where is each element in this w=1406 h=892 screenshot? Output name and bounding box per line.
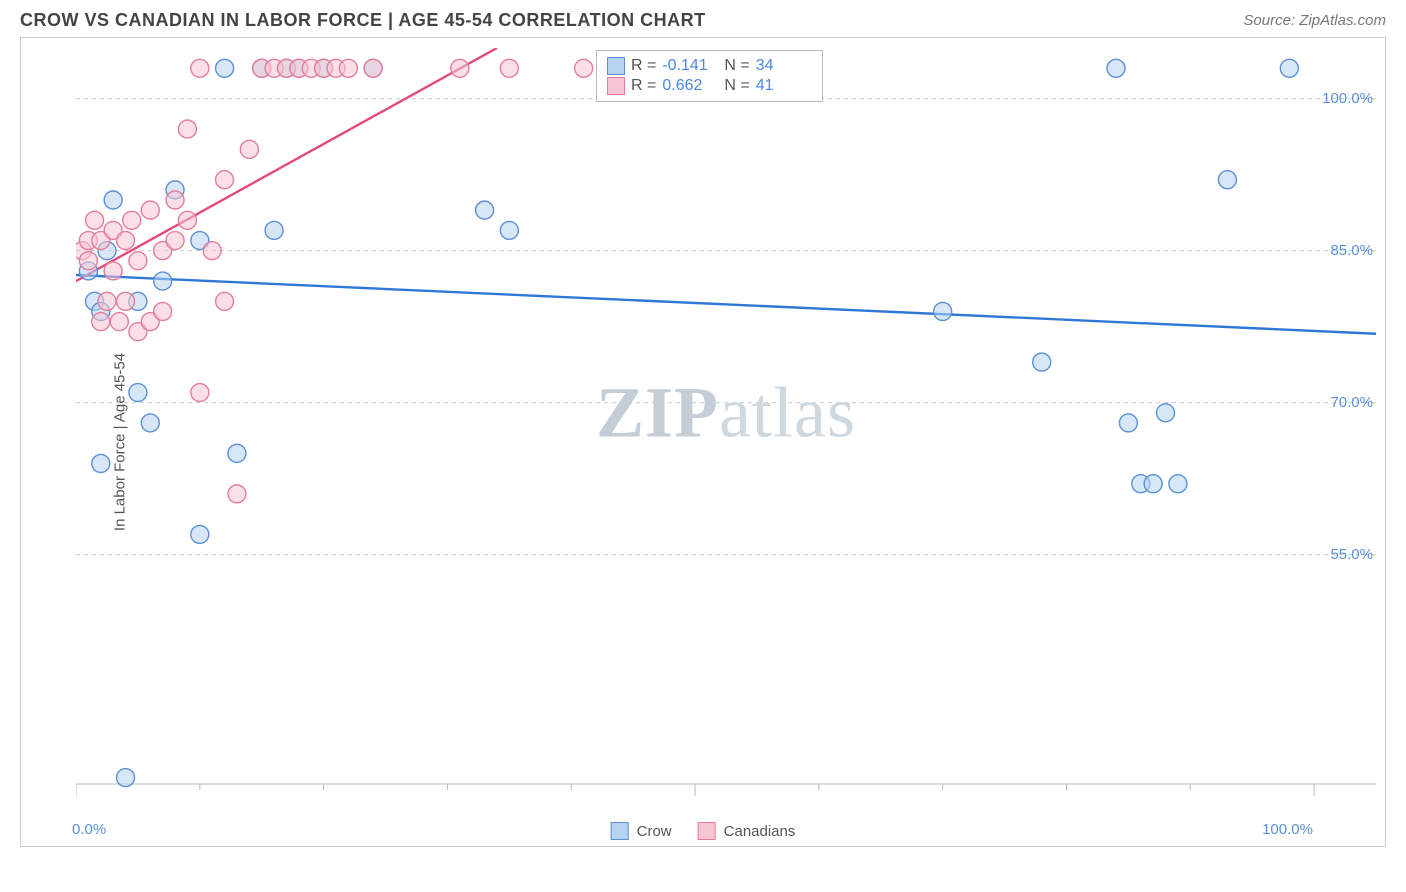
crow-swatch-icon xyxy=(611,822,629,840)
canadians-swatch-icon xyxy=(698,822,716,840)
source-name: ZipAtlas.com xyxy=(1299,12,1386,29)
source-prefix: Source: xyxy=(1243,12,1299,29)
y-tick-label: 85.0% xyxy=(1330,242,1373,259)
y-tick-label: 100.0% xyxy=(1322,90,1373,107)
source-label: Source: ZipAtlas.com xyxy=(1243,12,1386,29)
canadians-r-value: 0.662 xyxy=(662,77,718,95)
canadians-label: Canadians xyxy=(724,823,796,840)
legend-row-canadians: R = 0.662 N = 41 xyxy=(607,77,812,95)
crow-r-value: -0.141 xyxy=(662,57,718,75)
y-tick-label: 55.0% xyxy=(1330,546,1373,563)
canadians-n-value: 41 xyxy=(756,77,812,95)
n-label: N = xyxy=(724,57,749,75)
n-label: N = xyxy=(724,77,749,95)
crow-swatch xyxy=(607,57,625,75)
r-label: R = xyxy=(631,77,656,95)
scatter-chart xyxy=(76,48,1376,808)
plot-area: ZIPatlas R = -0.141 N = 34 R = 0.662 N =… xyxy=(76,48,1376,808)
legend-item-crow: Crow xyxy=(611,822,672,840)
legend-row-crow: R = -0.141 N = 34 xyxy=(607,57,812,75)
correlation-legend: R = -0.141 N = 34 R = 0.662 N = 41 xyxy=(596,50,823,102)
chart-area: In Labor Force | Age 45-54 ZIPatlas R = … xyxy=(20,37,1386,847)
crow-n-value: 34 xyxy=(756,57,812,75)
legend-item-canadians: Canadians xyxy=(698,822,796,840)
x-tick-label: 100.0% xyxy=(1262,821,1313,838)
y-tick-label: 70.0% xyxy=(1330,394,1373,411)
series-legend: Crow Canadians xyxy=(611,822,796,840)
canadians-swatch xyxy=(607,77,625,95)
r-label: R = xyxy=(631,57,656,75)
crow-label: Crow xyxy=(637,823,672,840)
chart-title: CROW VS CANADIAN IN LABOR FORCE | AGE 45… xyxy=(20,10,706,31)
x-tick-label: 0.0% xyxy=(72,821,106,838)
